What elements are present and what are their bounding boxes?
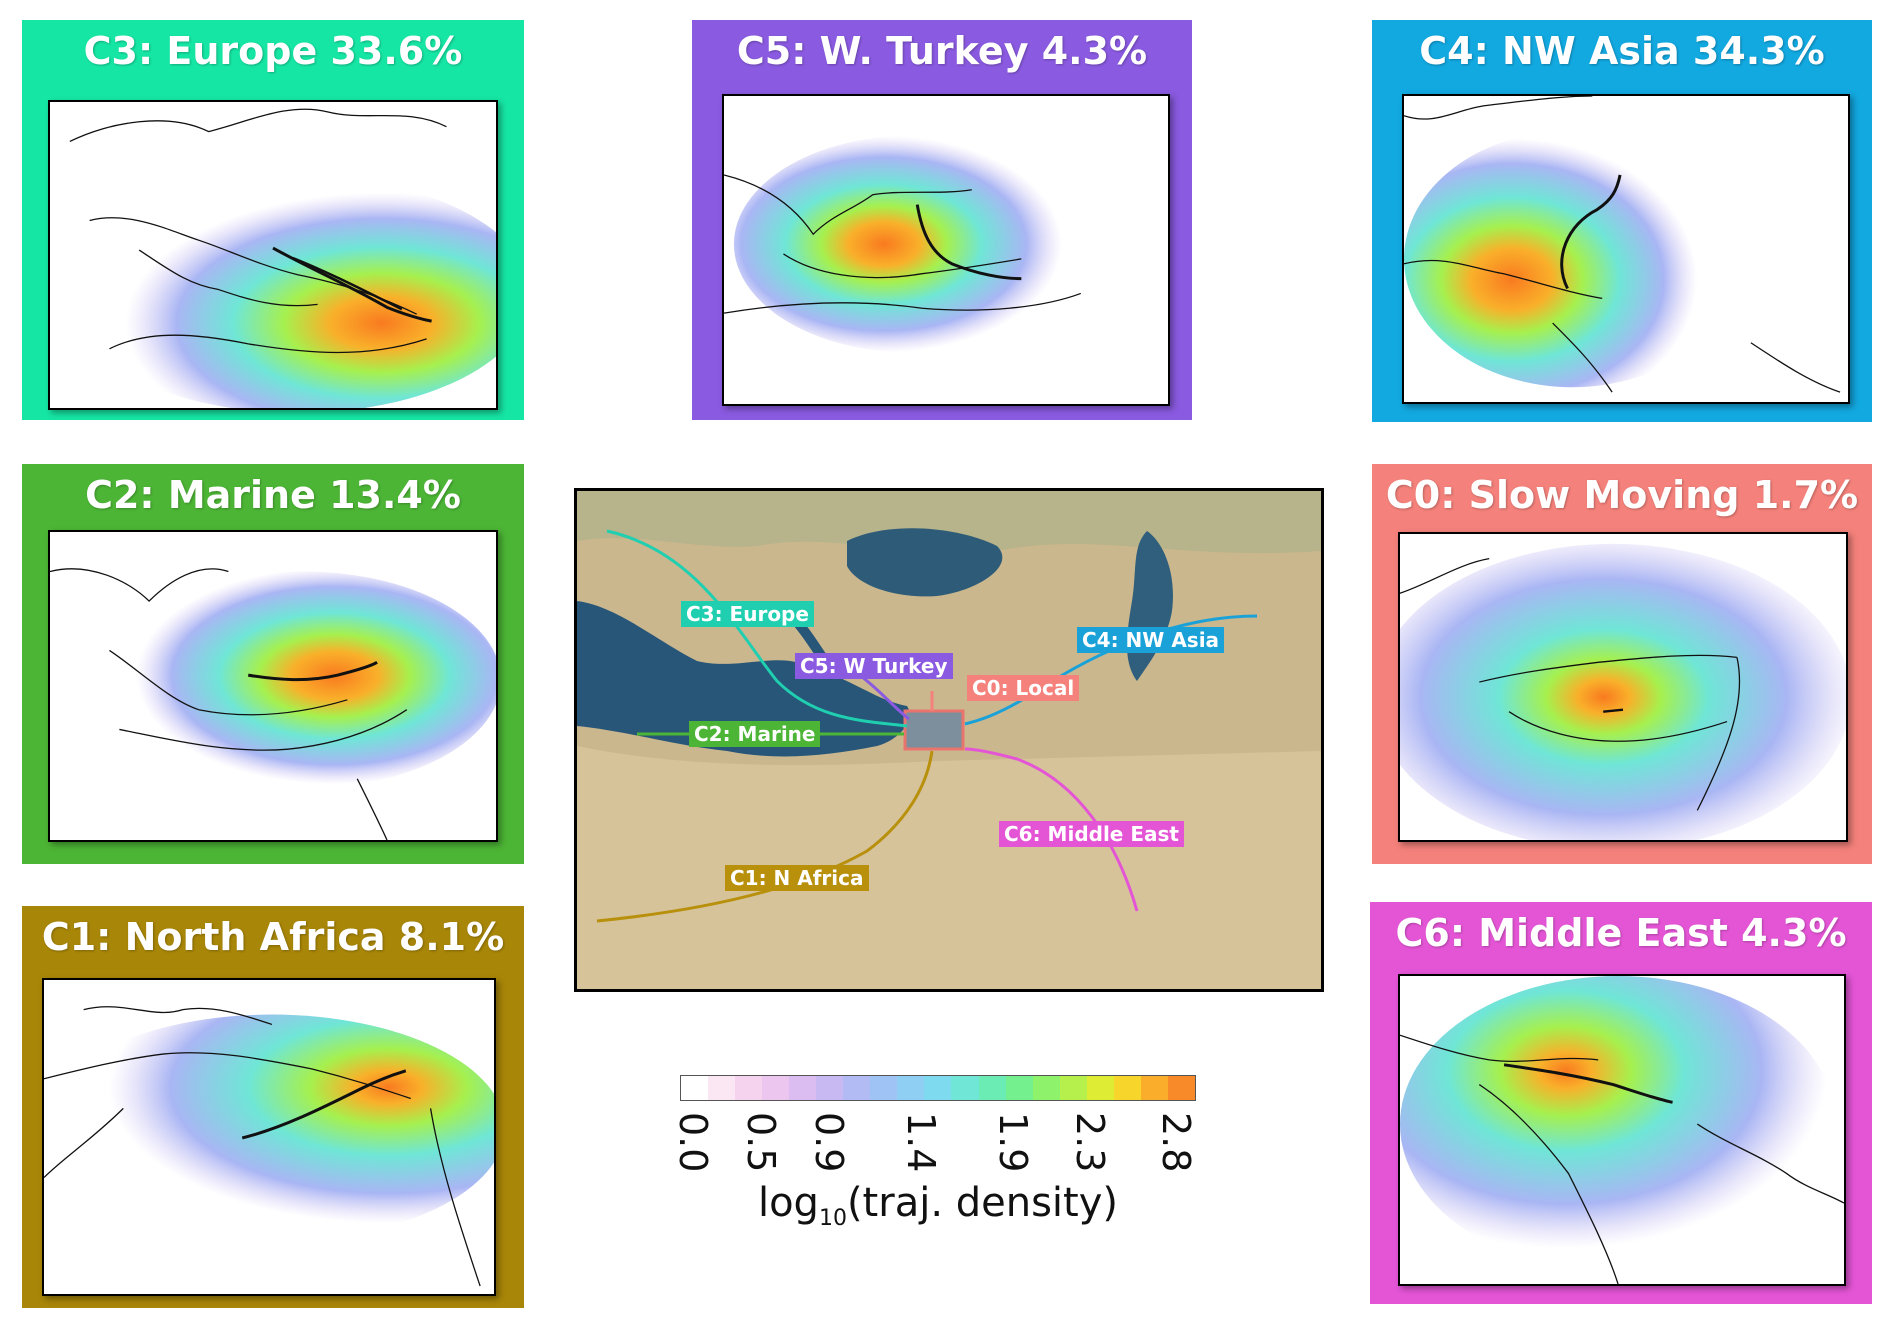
colorbar-tick: 0.5 (739, 1112, 783, 1173)
colorbar-tick: 1.4 (899, 1112, 943, 1173)
colorbar-tick: 2.8 (1154, 1112, 1198, 1173)
route-label-c4: C4: NW Asia (1077, 627, 1225, 653)
route-label-c6: C6: Middle East (999, 821, 1184, 847)
panel-c1-north-africa: C1: North Africa 8.1% (22, 906, 524, 1308)
panel-c0-slow-moving: C0: Slow Moving 1.7% (1372, 464, 1872, 864)
colorbar-swatch (924, 1076, 952, 1100)
panel-title: C6: Middle East 4.3% (1395, 911, 1847, 955)
density-map-c6 (1398, 974, 1846, 1286)
route-label-c0: C0: Local (967, 675, 1080, 701)
colorbar-swatch (816, 1076, 844, 1100)
colorbar-swatch (1167, 1076, 1195, 1100)
colorbar-label: log10(traj. density) (757, 1180, 1119, 1231)
density-map-c4 (1402, 94, 1850, 404)
panel-c5-w-turkey: C5: W. Turkey 4.3% (692, 20, 1192, 420)
colorbar-swatch (681, 1076, 709, 1100)
colorbar-swatch (897, 1076, 925, 1100)
panel-c6-middle-east: C6: Middle East 4.3% (1370, 902, 1872, 1304)
colorbar-swatch (843, 1076, 871, 1100)
density-map-c5 (722, 94, 1170, 406)
colorbar-swatch (1005, 1076, 1033, 1100)
colorbar-tick: 0.0 (671, 1112, 715, 1173)
colorbar-swatch (1113, 1076, 1141, 1100)
cyprus-target-box (903, 709, 965, 751)
colorbar-swatch (762, 1076, 790, 1100)
colorbar-tick: 2.3 (1068, 1112, 1112, 1173)
colorbar-swatch (978, 1076, 1006, 1100)
panel-title: C3: Europe 33.6% (83, 29, 463, 73)
panel-title: C2: Marine 13.4% (85, 473, 461, 517)
density-map-c1 (42, 978, 496, 1296)
colorbar-swatch (735, 1076, 763, 1100)
density-map-c3 (48, 100, 498, 410)
mediterranean-sea (577, 601, 910, 757)
panel-title: C0: Slow Moving 1.7% (1385, 473, 1859, 517)
route-label-c2: C2: Marine (689, 721, 821, 747)
colorbar-swatch (1059, 1076, 1087, 1100)
colorbar-tick: 1.9 (991, 1112, 1035, 1173)
colorbar-tick: 0.9 (807, 1112, 851, 1173)
colorbar-swatch (870, 1076, 898, 1100)
colorbar-swatch (789, 1076, 817, 1100)
colorbar-swatch (951, 1076, 979, 1100)
density-map-c2 (48, 530, 498, 842)
panel-c4-nw-asia: C4: NW Asia 34.3% (1372, 20, 1872, 422)
route-label-c3: C3: Europe (681, 601, 814, 627)
colorbar-swatch (1032, 1076, 1060, 1100)
density-map-c0 (1398, 532, 1848, 842)
panel-title: C4: NW Asia 34.3% (1419, 29, 1825, 73)
black-sea (847, 528, 1003, 597)
colorbar (680, 1075, 1196, 1101)
panel-title: C1: North Africa 8.1% (41, 915, 505, 959)
colorbar-swatch (1140, 1076, 1168, 1100)
panel-c2-marine: C2: Marine 13.4% (22, 464, 524, 864)
center-satellite-map: C3: Europe C5: W Turkey C4: NW Asia C0: … (574, 488, 1324, 992)
panel-title: C5: W. Turkey 4.3% (736, 29, 1148, 73)
panel-c3-europe: C3: Europe 33.6% (22, 20, 524, 420)
colorbar-swatch (1086, 1076, 1114, 1100)
route-label-c5: C5: W Turkey (795, 653, 953, 679)
route-label-c1: C1: N Africa (725, 865, 869, 891)
colorbar-swatch (708, 1076, 736, 1100)
